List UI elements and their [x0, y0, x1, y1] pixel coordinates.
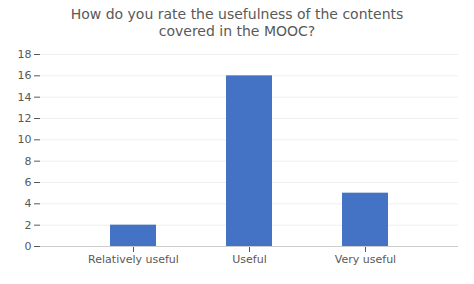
- svg-text:Useful: Useful: [232, 253, 266, 266]
- svg-text:4: 4: [25, 197, 32, 210]
- svg-text:8: 8: [25, 155, 32, 168]
- svg-text:6: 6: [25, 176, 32, 189]
- svg-text:16: 16: [18, 69, 32, 82]
- svg-text:0: 0: [25, 240, 32, 253]
- svg-text:2: 2: [25, 219, 32, 232]
- html-text:How do you rate the usefulness: How do you rate the usefulness of the co…: [70, 6, 404, 39]
- svg-text:14: 14: [18, 91, 32, 104]
- svg-text:Very useful: Very useful: [335, 253, 396, 266]
- svg-text:10: 10: [18, 133, 32, 146]
- svg-text:12: 12: [18, 112, 32, 125]
- svg-text:18: 18: [18, 48, 32, 61]
- svg-text:Relatively useful: Relatively useful: [88, 253, 179, 266]
